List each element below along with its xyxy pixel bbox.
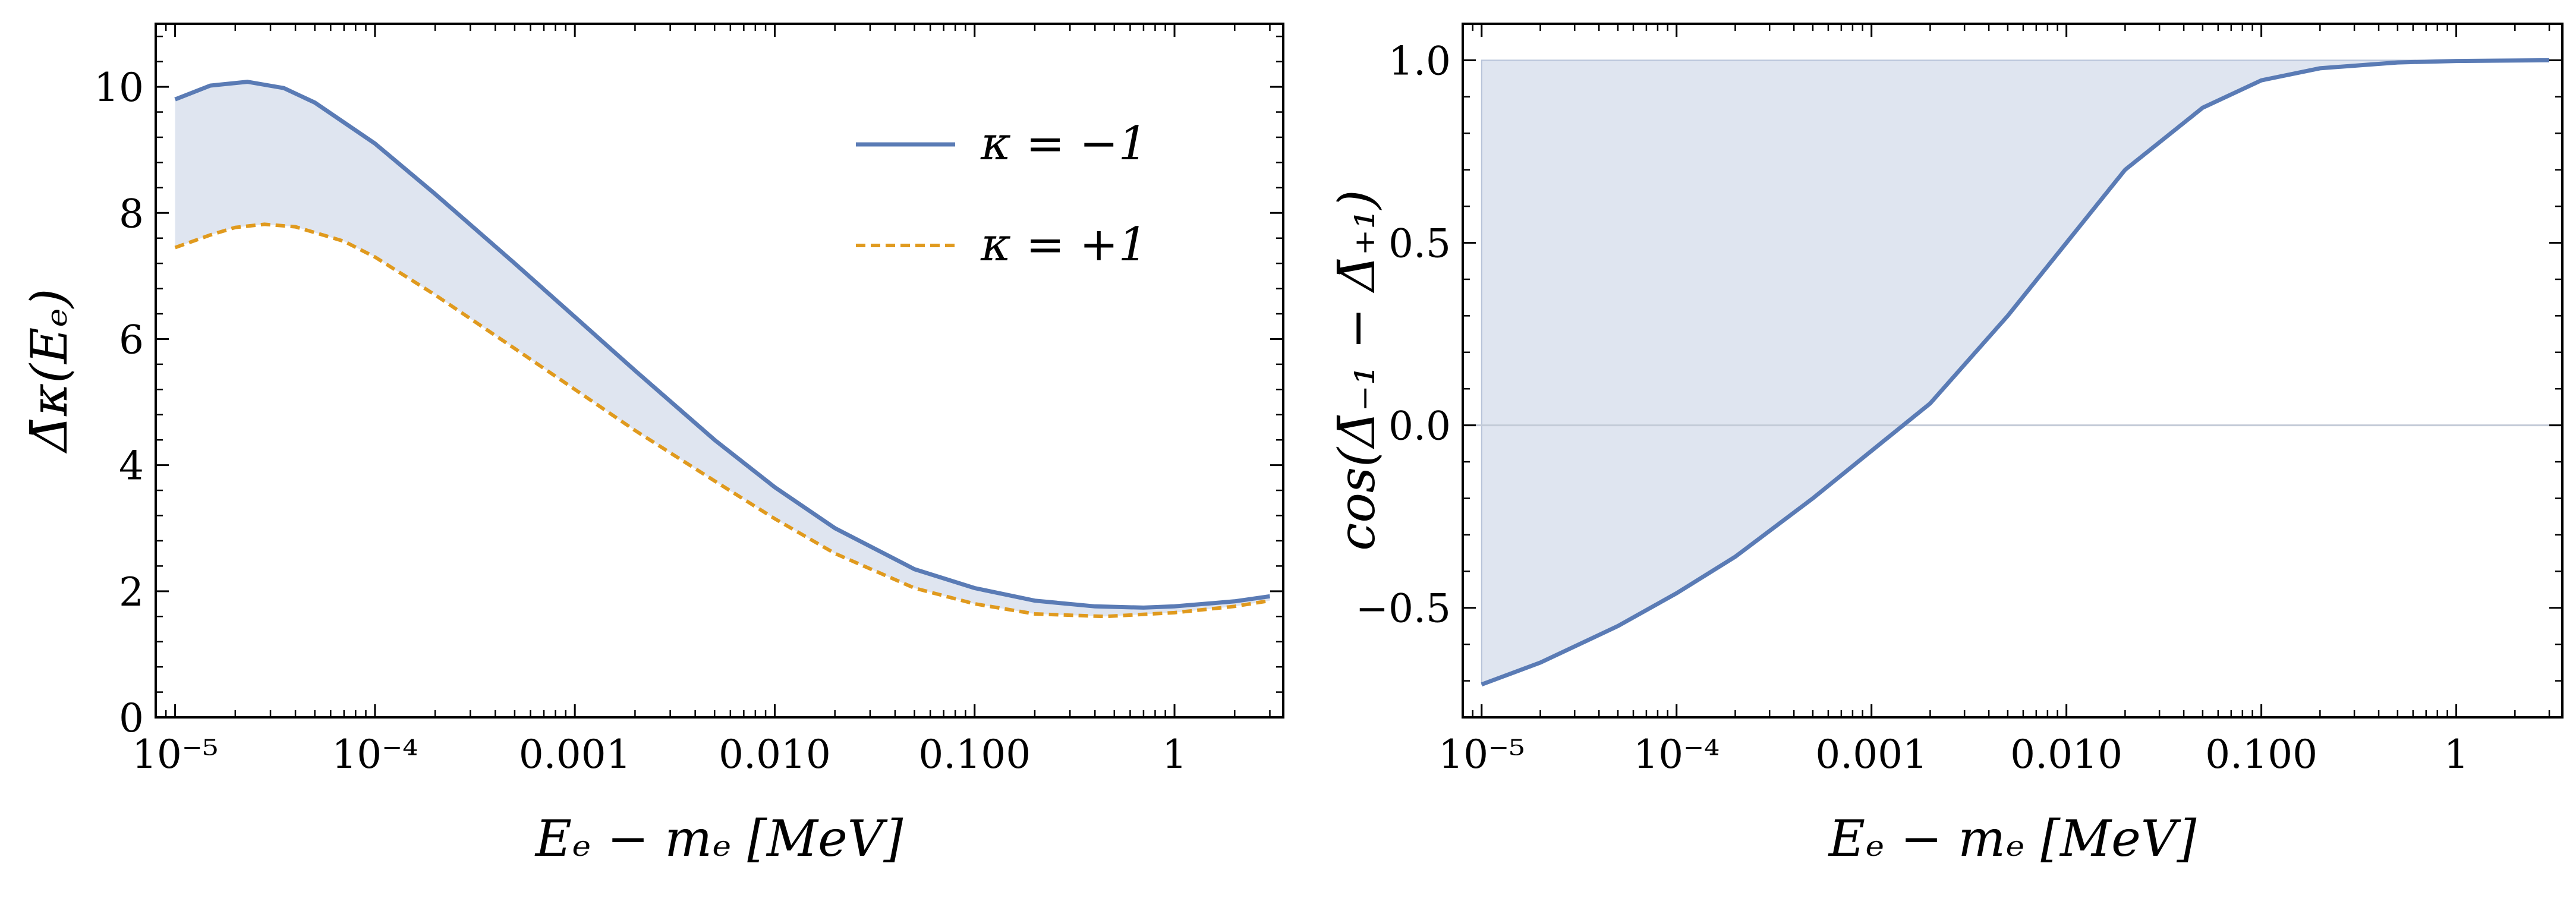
x-tick-label: 10⁻⁴: [1633, 732, 1720, 777]
right-shaded-region: [1481, 59, 2550, 686]
y-tick-label: 10: [94, 65, 144, 111]
x-tick-label: 10⁻⁵: [132, 732, 218, 777]
y-tick-label: 8: [119, 191, 144, 237]
right-x-axis-label: Eₑ − mₑ [MeV]: [1828, 809, 2197, 868]
x-tick-label: 0.001: [1815, 732, 1928, 777]
line-cos-phase-difference: [1481, 58, 2550, 686]
legend-label-kappa-plus-1: κ = +1: [980, 218, 1148, 272]
right-x-tick-labels: 10⁻⁵ 10⁻⁴ 0.001 0.010 0.100 1: [1438, 732, 2468, 777]
left-x-axis-label: Eₑ − mₑ [MeV]: [534, 809, 903, 868]
right-panel: 10⁻⁵ 10⁻⁴ 0.001 0.010 0.100 1 −0.5 0.0 0.5 1.0 E…: [1328, 23, 2564, 868]
right-plot-frame: [1462, 23, 2564, 719]
x-tick-label: 0.100: [2205, 732, 2317, 777]
y-tick-label: 6: [119, 317, 144, 363]
x-tick-label: 0.100: [918, 732, 1031, 777]
x-tick-label: 10⁻⁵: [1438, 732, 1525, 777]
y-tick-label: 2: [119, 569, 144, 615]
left-x-tick-labels: 10⁻⁵ 10⁻⁴ 0.001 0.010 0.100 1: [132, 732, 1187, 777]
left-plot-frame: [155, 23, 1284, 719]
y-tick-label: 1.0: [1388, 38, 1451, 84]
x-tick-label: 10⁻⁴: [332, 732, 418, 777]
x-tick-label: 1: [1162, 732, 1187, 777]
y-tick-label: −0.5: [1356, 586, 1451, 632]
left-y-tick-labels: 0 2 4 6 8 10: [94, 65, 144, 741]
legend-label-kappa-minus-1: κ = −1: [980, 117, 1148, 171]
y-tick-label: 0: [119, 695, 144, 741]
y-tick-label: 0.5: [1388, 221, 1451, 267]
x-tick-label: 0.010: [2010, 732, 2122, 777]
right-y-axis-label: cos(Δ̄₋₁ − Δ̄₊₁): [1328, 190, 1386, 550]
line-kappa-minus-1: [174, 80, 1270, 610]
right-y-tick-labels: −0.5 0.0 0.5 1.0: [1356, 38, 1451, 631]
y-tick-label: 4: [119, 443, 144, 489]
y-tick-label: 0.0: [1388, 404, 1451, 449]
left-shaded-band: [175, 81, 1270, 617]
x-tick-label: 0.010: [719, 732, 831, 777]
legend: κ = −1 κ = +1: [856, 117, 1148, 272]
left-panel: 10⁻⁵ 10⁻⁴ 0.001 0.010 0.100 1 0 2 4 6 8 10 κ = −1 …: [20, 23, 1284, 868]
x-tick-label: 0.001: [519, 732, 631, 777]
x-tick-label: 1: [2444, 732, 2469, 777]
line-kappa-plus-1: [174, 222, 1270, 619]
left-y-axis-label: Δ̄κ(Eₑ): [20, 288, 78, 453]
